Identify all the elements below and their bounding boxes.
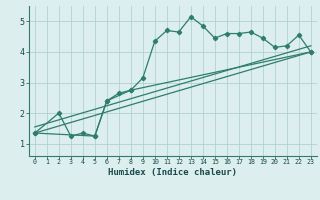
- X-axis label: Humidex (Indice chaleur): Humidex (Indice chaleur): [108, 168, 237, 177]
